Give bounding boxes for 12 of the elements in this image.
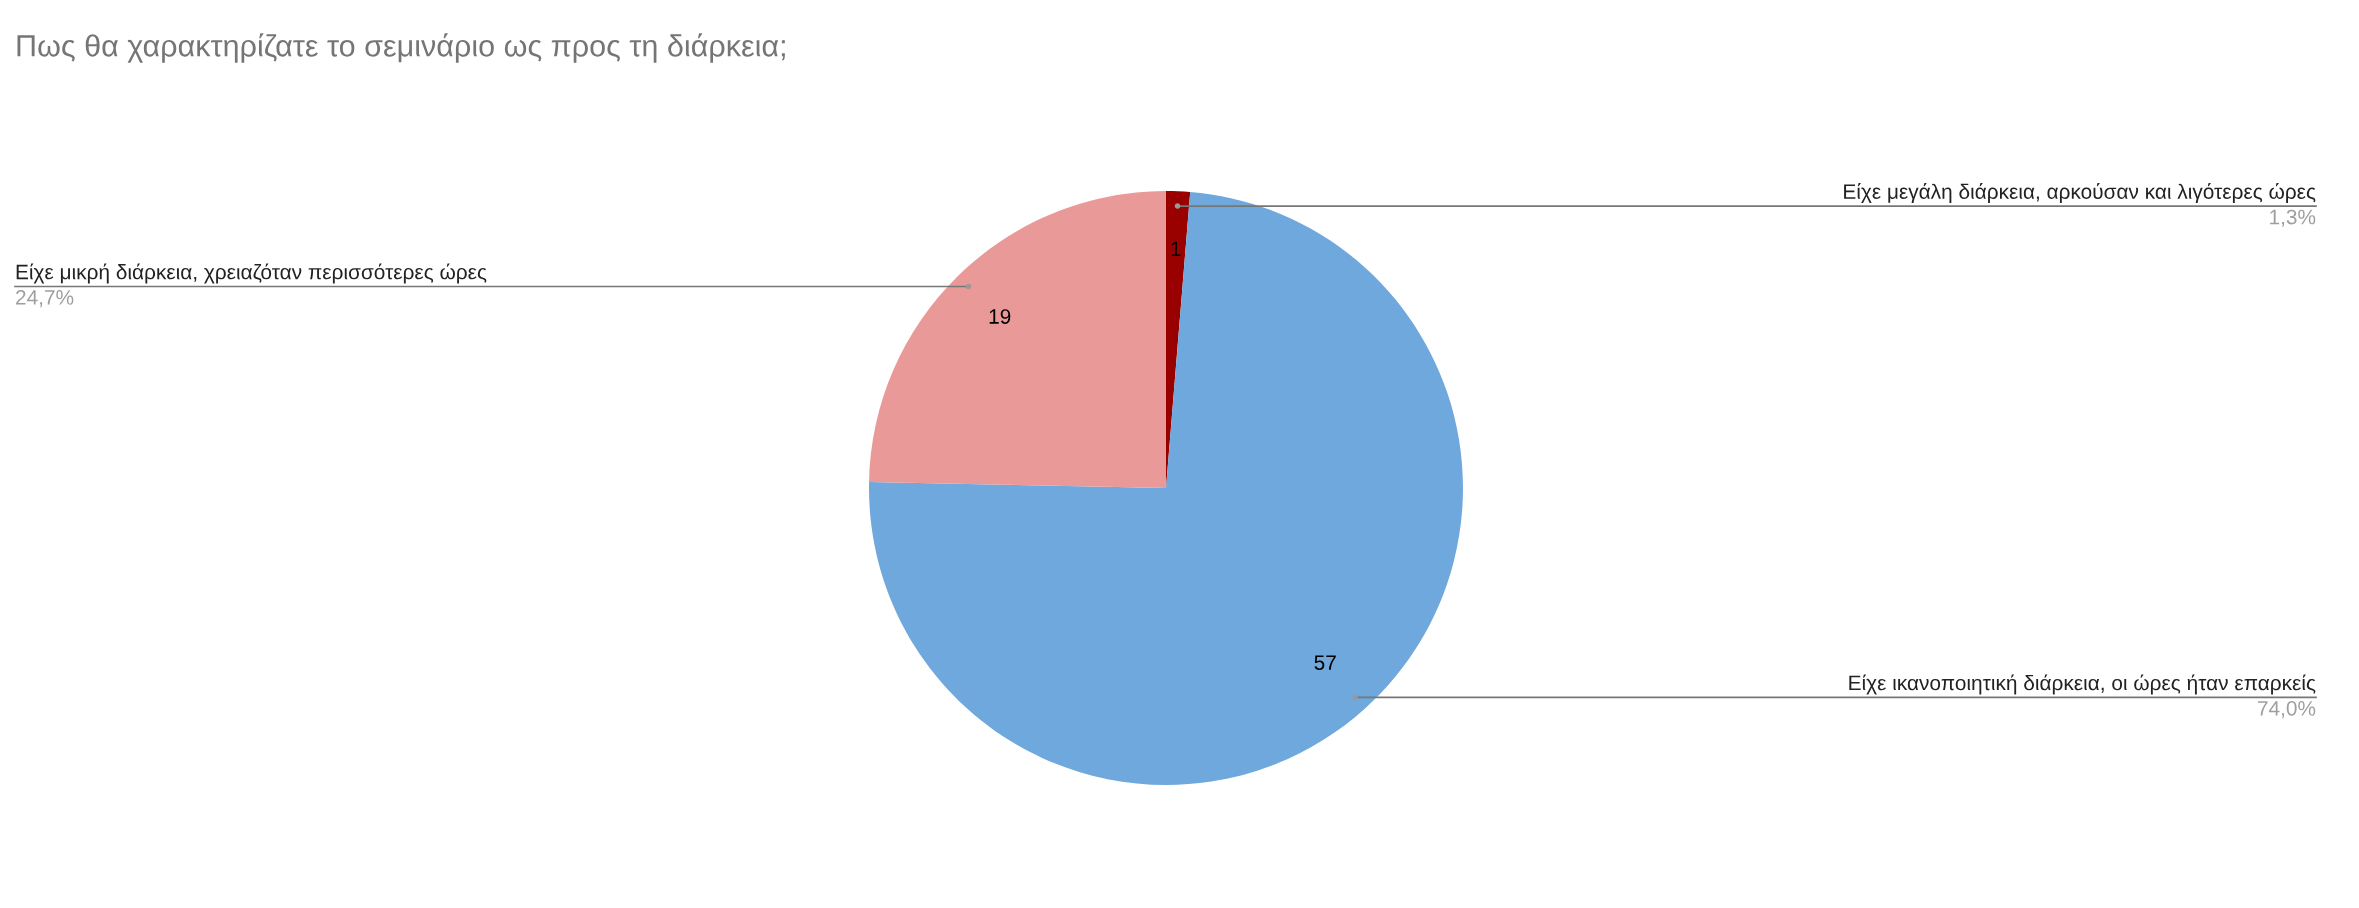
data-label: 1 xyxy=(1171,241,1181,256)
pie-slice xyxy=(869,191,1166,488)
text: 1,3% xyxy=(2270,209,2316,227)
pie-slice xyxy=(869,191,1463,785)
chart-title: Πως θα χαρακτηρίζατε το σεμινάριο ως προς τη διάρκεια; xyxy=(17,33,785,63)
data-label: 57 xyxy=(1314,655,1336,670)
slice-label: Είχε μικρή διάρκεια, χρειαζόταν περισσότερες ώρες xyxy=(16,263,487,284)
text: 24,7% xyxy=(16,290,74,308)
data-label: 19 xyxy=(989,309,1011,324)
text: 74,0% xyxy=(2258,700,2316,719)
slice-label: Είχε μεγάλη διάρκεια, αρκούσαν και λιγότερες ώρες xyxy=(1844,183,2316,204)
slice-label: Είχε ικανοποιητική διάρκεια, οι ώρες ήταν επαρκείς xyxy=(1849,674,2316,695)
